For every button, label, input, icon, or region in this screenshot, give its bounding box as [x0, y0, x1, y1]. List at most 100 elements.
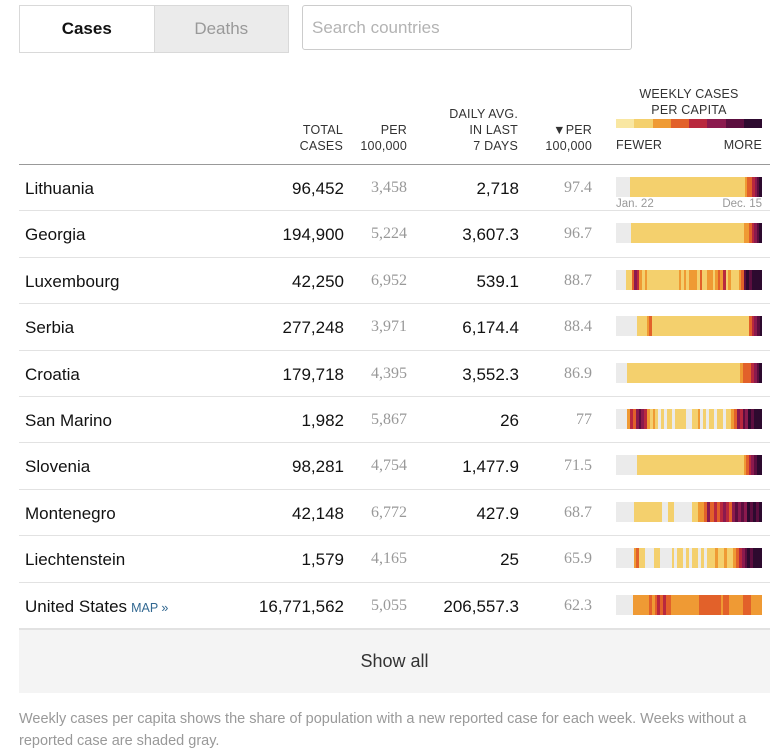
week-cell [643, 223, 646, 244]
week-cell [618, 223, 621, 244]
country-name-text: Croatia [25, 364, 80, 384]
week-cell [739, 316, 742, 337]
table-row[interactable]: Croatia 179,718 4,395 3,552.3 86.9 [19, 351, 770, 397]
daily-avg-cell: 25 [500, 550, 519, 570]
week-cell [733, 269, 737, 290]
per-100k-daily-cell: 68.7 [564, 503, 592, 521]
week-cell [751, 455, 755, 476]
header-daily-avg[interactable]: DAILY AVG. IN LAST 7 DAYS [418, 106, 518, 154]
week-cell [713, 316, 716, 337]
table-row[interactable]: Georgia 194,900 5,224 3,607.3 96.7 [19, 211, 770, 258]
legend-title-line2: PER CAPITA [651, 103, 727, 117]
table-row[interactable]: San Marino 1,982 5,867 26 77 [19, 397, 770, 444]
week-cell [680, 362, 684, 383]
week-cell [743, 501, 748, 522]
header-per-100k-sorted[interactable]: ▼PER 100,000 [520, 122, 592, 154]
week-cell [668, 548, 672, 569]
week-cell [683, 501, 687, 522]
week-cell [742, 594, 746, 615]
week-cell [630, 223, 634, 244]
week-cell [616, 177, 619, 197]
week-cell [634, 501, 638, 522]
week-cell [715, 594, 718, 615]
week-cell [756, 223, 760, 244]
week-cell [623, 223, 626, 244]
week-cell [738, 269, 742, 290]
week-cell [649, 269, 653, 290]
week-cell [655, 501, 659, 522]
tab-cases[interactable]: Cases [20, 6, 154, 52]
week-cell [747, 548, 751, 569]
week-cell [616, 408, 619, 429]
legend-swatch [670, 119, 689, 128]
country-name: Liechtenstein [25, 550, 125, 570]
week-cell [643, 594, 647, 615]
tab-deaths[interactable]: Deaths [153, 6, 288, 52]
week-cell [650, 455, 654, 476]
week-cell [693, 594, 696, 615]
week-cell [737, 594, 740, 615]
week-cell [649, 408, 653, 429]
week-cell [645, 548, 649, 569]
week-cell [655, 223, 658, 244]
per-100k-daily-cell: 86.9 [564, 364, 592, 382]
week-cell [729, 223, 733, 244]
week-cell [745, 177, 748, 197]
week-cell [623, 269, 627, 290]
week-cell [728, 501, 732, 522]
week-cell [706, 455, 709, 476]
week-cell [692, 316, 696, 337]
week-cell [675, 223, 678, 244]
header-total-cases[interactable]: TOTAL CASES [243, 122, 343, 154]
week-cell [734, 362, 738, 383]
week-cell [736, 269, 739, 290]
week-cell [720, 408, 723, 429]
per-100k-cell: 3,971 [371, 318, 407, 336]
week-cell [683, 548, 687, 569]
header-per-100k[interactable]: PER 100,000 [330, 122, 407, 154]
country-name-text: San Marino [25, 410, 112, 430]
header-divider [19, 164, 770, 165]
show-all-button[interactable]: Show all [19, 629, 770, 693]
week-cell [703, 316, 706, 337]
week-cell [759, 316, 763, 337]
header-daily-avg-line1: DAILY AVG. [449, 107, 518, 121]
table-row[interactable]: Luxembourg 42,250 6,952 539.1 88.7 [19, 258, 770, 305]
week-cell [743, 362, 746, 383]
week-cell [663, 177, 667, 197]
week-cell [693, 455, 696, 476]
table-row[interactable]: Serbia 277,248 3,971 6,174.4 88.4 [19, 304, 770, 351]
table-row[interactable]: Montenegro 42,148 6,772 427.9 68.7 [19, 490, 770, 537]
week-cell [685, 177, 688, 197]
week-cell [721, 177, 724, 197]
week-cell [723, 177, 726, 197]
week-cell [695, 223, 698, 244]
table-row[interactable]: Liechtenstein 1,579 4,165 25 65.9 [19, 536, 770, 583]
week-cell [706, 177, 710, 197]
week-cell [662, 316, 665, 337]
week-cell [700, 316, 704, 337]
per-100k-cell: 5,055 [371, 596, 407, 614]
week-cell [718, 316, 722, 337]
week-cell [683, 269, 687, 290]
total-cases-cell: 42,148 [292, 503, 344, 523]
week-cell [630, 177, 633, 197]
week-cell [725, 408, 729, 429]
week-cell [716, 501, 720, 522]
week-cell [623, 316, 627, 337]
week-cell [725, 501, 729, 522]
week-cell [627, 594, 630, 615]
week-cell [708, 316, 711, 337]
map-link[interactable]: MAP » [131, 600, 169, 615]
week-cell [756, 316, 760, 337]
table-row[interactable]: Lithuania 96,452 3,458 2,718 97.4 Jan. 22 Dec.… [19, 165, 770, 212]
week-cell [686, 408, 690, 429]
table-row[interactable]: Slovenia 98,281 4,754 1,477.9 71.5 [19, 443, 770, 490]
table-row[interactable]: United States MAP » 16,771,562 5,055 206,557… [19, 583, 770, 629]
week-cell [691, 362, 695, 383]
per-100k-daily-cell: 88.7 [564, 271, 592, 289]
week-cell [747, 177, 750, 197]
week-cell [645, 362, 649, 383]
week-cell [618, 177, 621, 197]
search-countries-input[interactable] [302, 5, 632, 50]
